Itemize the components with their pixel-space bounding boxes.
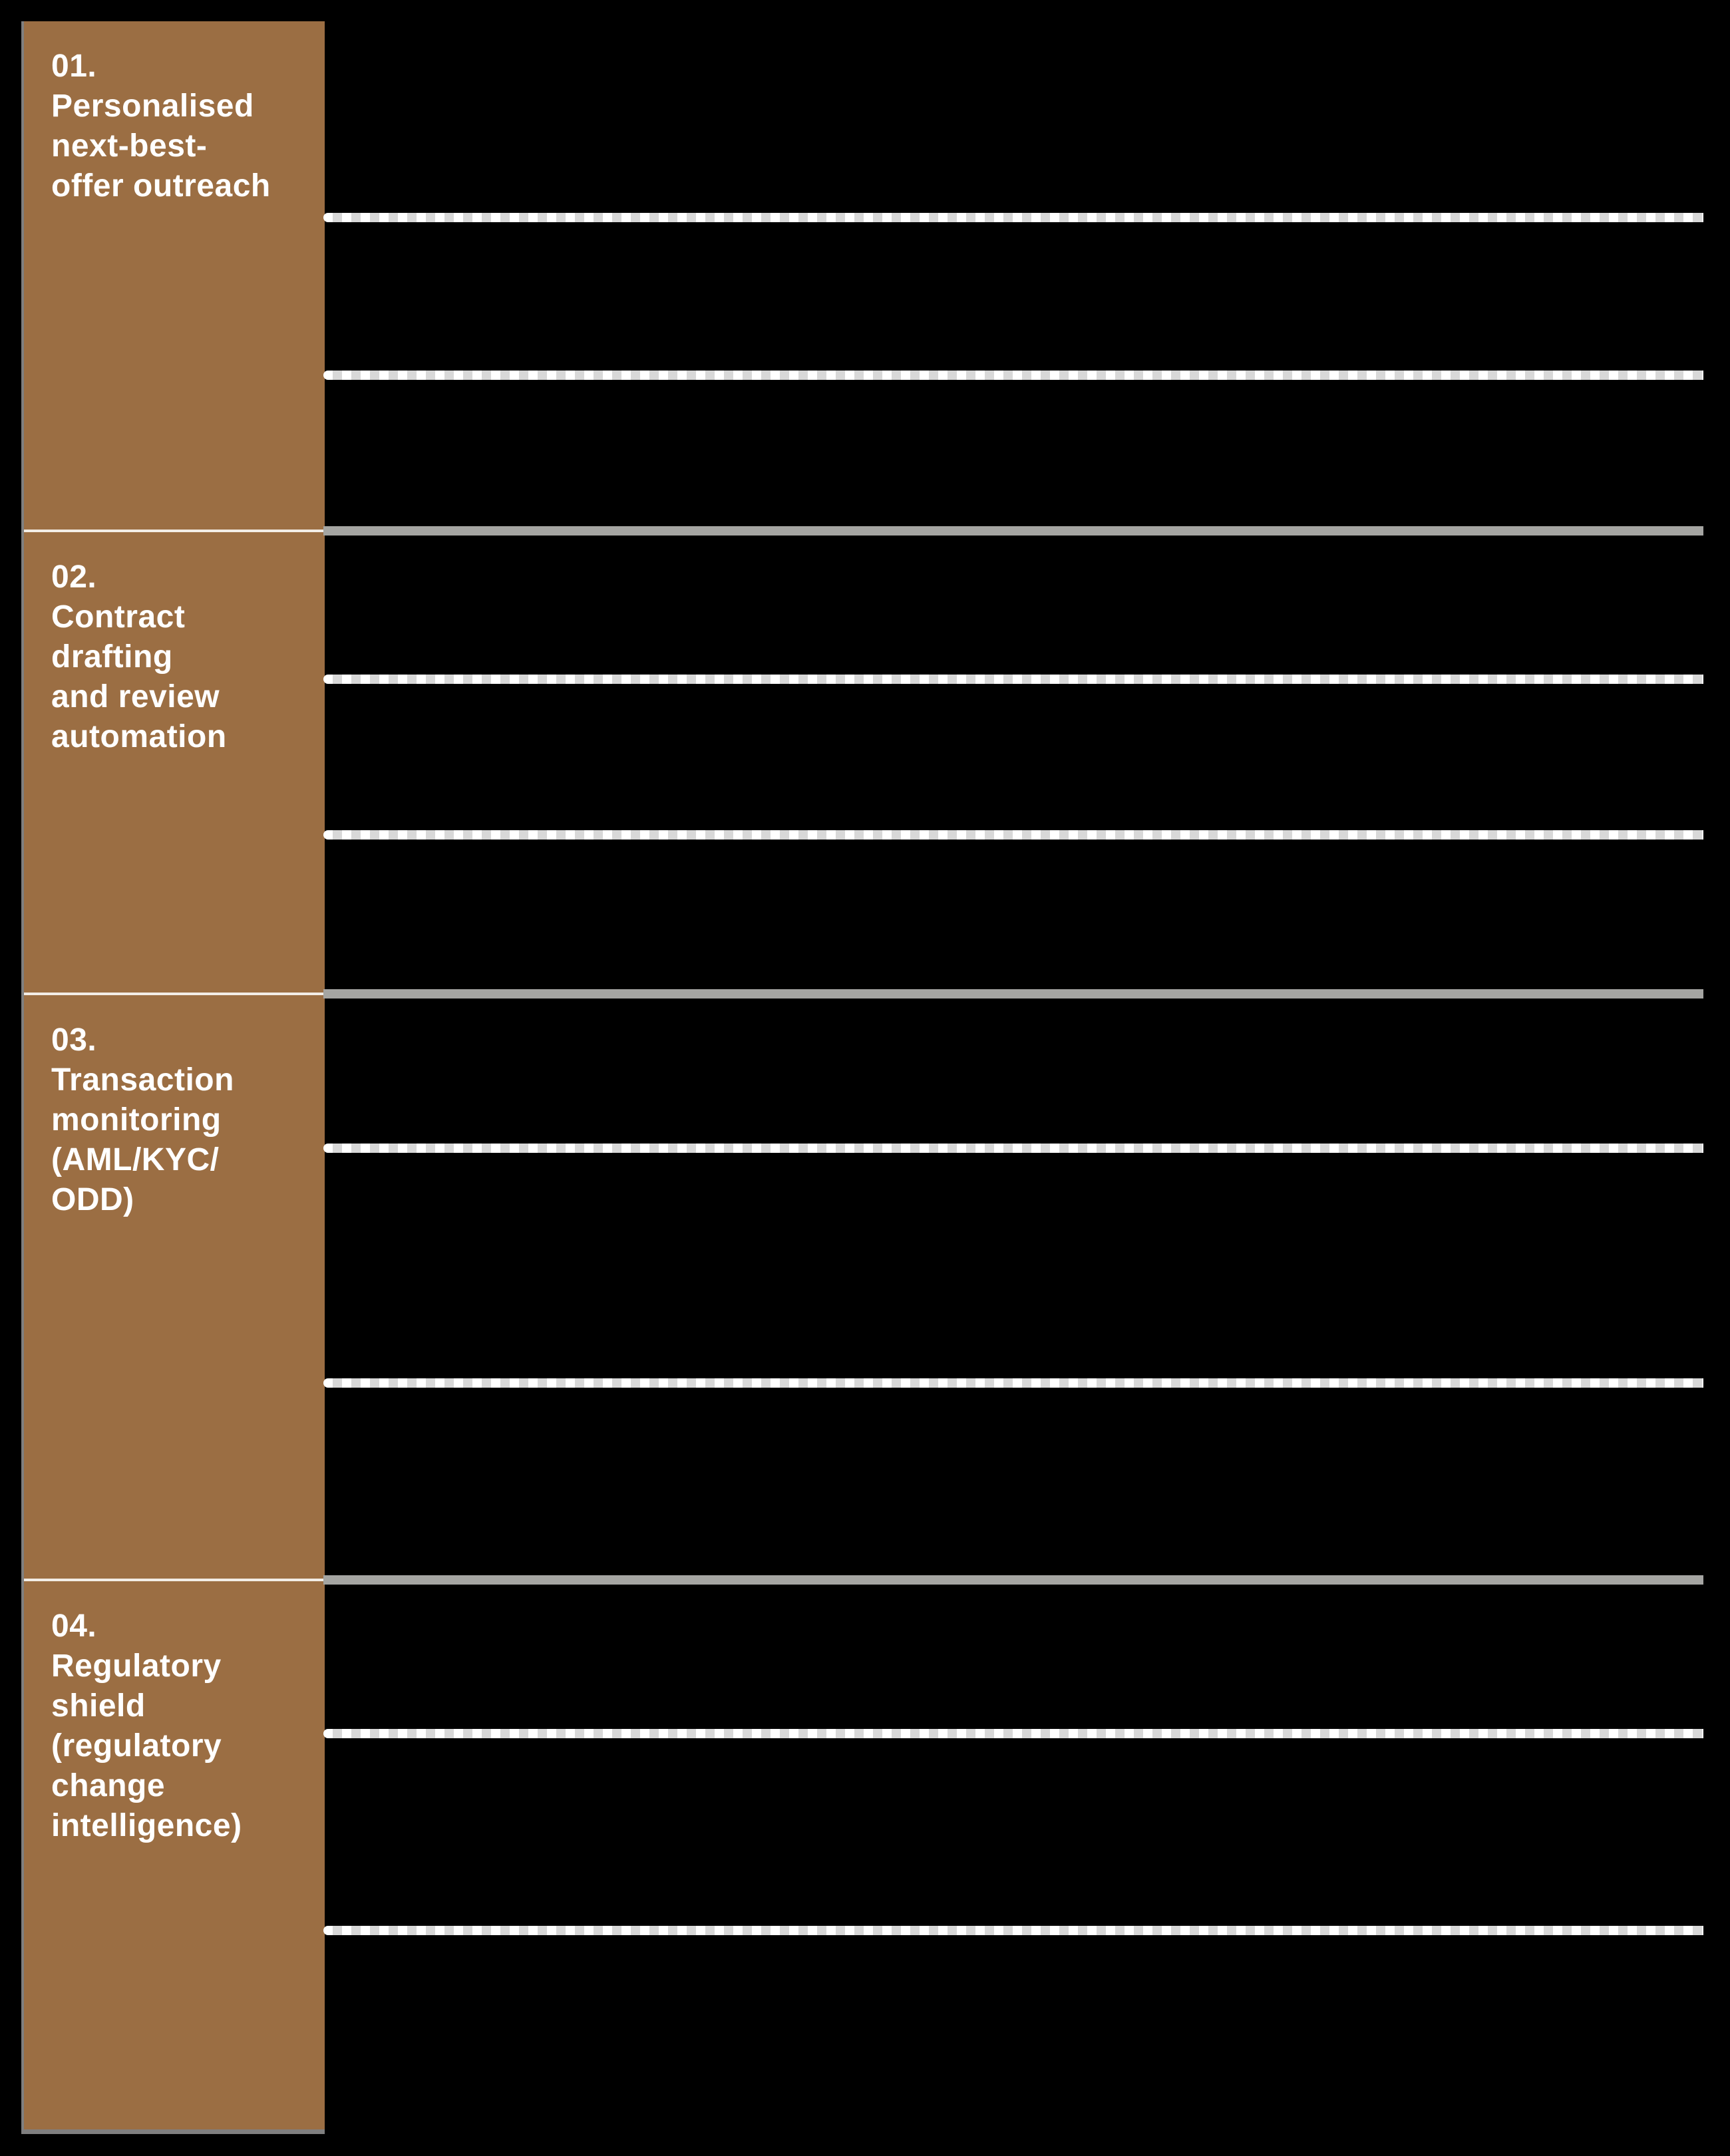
row-cell	[333, 1742, 1697, 1926]
row-cell	[333, 1002, 1697, 1144]
row-cell	[333, 844, 1697, 989]
category-02: 02. Contract drafting and review automat…	[24, 532, 325, 757]
row-cell	[333, 688, 1697, 830]
row-cell	[333, 1589, 1697, 1729]
row-cell	[333, 539, 1697, 675]
category-number: 04.	[51, 1609, 97, 1644]
category-column: 01. Personalised next-best- offer outrea…	[21, 21, 325, 2129]
category-divider	[24, 993, 325, 995]
category-number: 02.	[51, 559, 97, 595]
category-03: 03. Transaction monitoring (AML/KYC/ ODD…	[24, 995, 325, 1220]
category-divider	[24, 1579, 325, 1581]
row-cell	[333, 1157, 1697, 1378]
category-divider	[24, 530, 325, 532]
row-cell	[333, 27, 1697, 213]
section-divider	[323, 526, 1703, 536]
section-divider	[323, 989, 1703, 999]
category-number: 03.	[51, 1022, 97, 1058]
section-divider	[323, 1575, 1703, 1585]
row-divider-dashed	[323, 675, 1703, 684]
category-title: Personalised next-best- offer outreach	[51, 88, 271, 204]
row-cell	[333, 226, 1697, 371]
row-divider-dashed	[323, 371, 1703, 380]
category-04: 04. Regulatory shield (regulatory change…	[24, 1581, 325, 1846]
row-cell	[333, 1939, 1697, 2129]
row-cell	[333, 384, 1697, 526]
row-divider-dashed	[323, 1378, 1703, 1388]
row-divider-dashed	[323, 830, 1703, 840]
category-title: Transaction monitoring (AML/KYC/ ODD)	[51, 1062, 234, 1217]
row-divider-dashed	[323, 213, 1703, 222]
row-cell	[333, 1392, 1697, 1575]
row-divider-dashed	[323, 1144, 1703, 1153]
category-title: Regulatory shield (regulatory change int…	[51, 1648, 242, 1843]
row-divider-dashed	[323, 1729, 1703, 1738]
category-01: 01. Personalised next-best- offer outrea…	[24, 21, 325, 206]
category-title: Contract drafting and review automation	[51, 599, 227, 754]
category-number: 01.	[51, 49, 97, 84]
row-divider-dashed	[323, 1926, 1703, 1935]
